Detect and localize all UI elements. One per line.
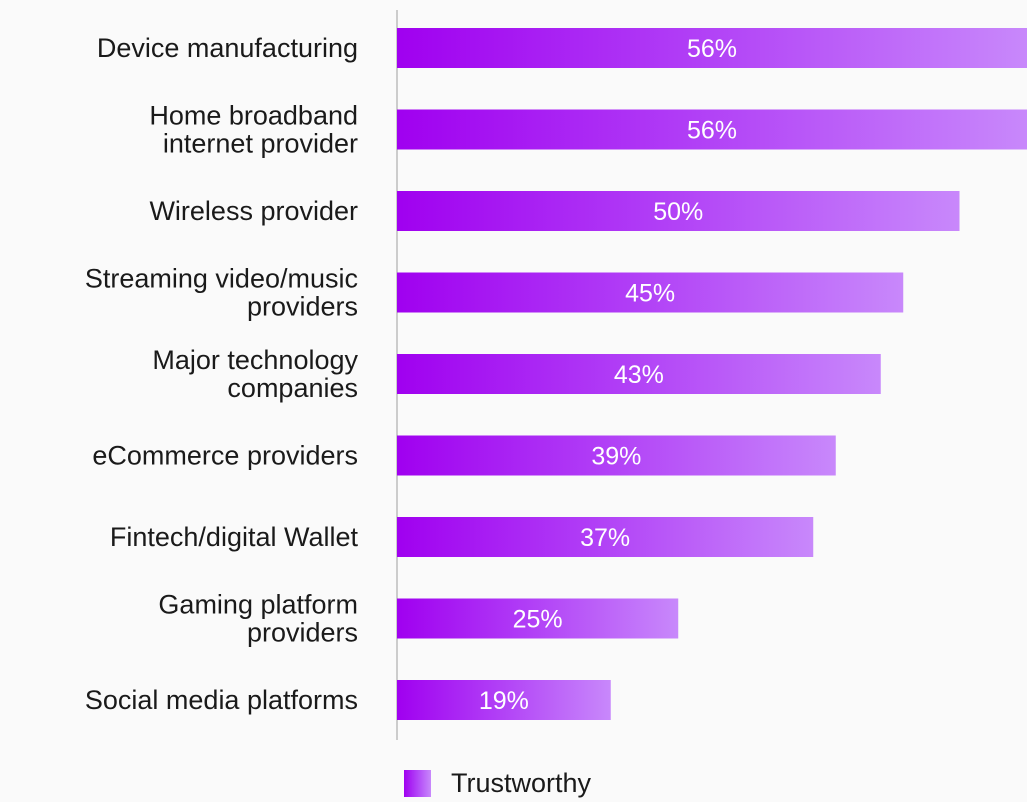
bar-2 [397, 191, 960, 231]
category-label-line: Device manufacturing [97, 33, 358, 63]
category-label-0: Device manufacturing [97, 33, 358, 63]
category-label-line: Streaming video/music [85, 264, 358, 294]
category-label-1: Home broadband internet provider [149, 101, 358, 159]
legend-swatch [404, 770, 431, 797]
category-label-line: Wireless provider [149, 196, 358, 226]
bar-value-label-6: 37% [580, 524, 630, 552]
category-label-line: eCommerce providers [92, 441, 358, 471]
legend: Trustworthy [404, 768, 591, 799]
category-label-3: Streaming video/music providers [85, 264, 358, 322]
bar-3 [397, 272, 904, 313]
category-label-line: internet provider [163, 129, 358, 159]
bar-7 [397, 598, 679, 639]
category-label-line: Social media platforms [85, 685, 358, 715]
category-label-line: companies [227, 373, 358, 403]
bar-5 [397, 435, 836, 476]
category-label-line: Home broadband [149, 101, 358, 131]
bar-value-label-4: 43% [614, 361, 664, 389]
bar-value-label-7: 25% [513, 606, 563, 634]
bar-1 [397, 109, 1027, 150]
bar-value-label-3: 45% [625, 280, 675, 308]
bar-value-label-1: 56% [687, 117, 737, 145]
bar-6 [397, 517, 814, 557]
bar-value-label-8: 19% [479, 687, 529, 715]
bar-8 [397, 680, 611, 720]
category-label-6: Fintech/digital Wallet [110, 522, 359, 552]
bar-value-label-2: 50% [653, 198, 703, 226]
category-label-5: eCommerce providers [92, 441, 358, 471]
category-label-line: providers [247, 292, 358, 322]
bar-0 [397, 28, 1027, 68]
category-label-7: Gaming platform providers [158, 590, 358, 648]
category-label-line: Fintech/digital Wallet [110, 522, 359, 552]
legend-label: Trustworthy [451, 768, 592, 798]
bar-value-label-0: 56% [687, 35, 737, 63]
category-label-8: Social media platforms [85, 685, 358, 715]
category-label-4: Major technology companies [152, 345, 358, 403]
category-label-2: Wireless provider [149, 196, 358, 226]
bar-4 [397, 354, 881, 394]
bar-value-label-5: 39% [591, 443, 641, 471]
bar-chart: 56% Device manufacturing 56% Home broadband… [85, 10, 1027, 740]
category-label-line: Gaming platform [158, 590, 358, 620]
category-label-line: providers [247, 618, 358, 648]
category-label-line: Major technology [152, 345, 358, 375]
